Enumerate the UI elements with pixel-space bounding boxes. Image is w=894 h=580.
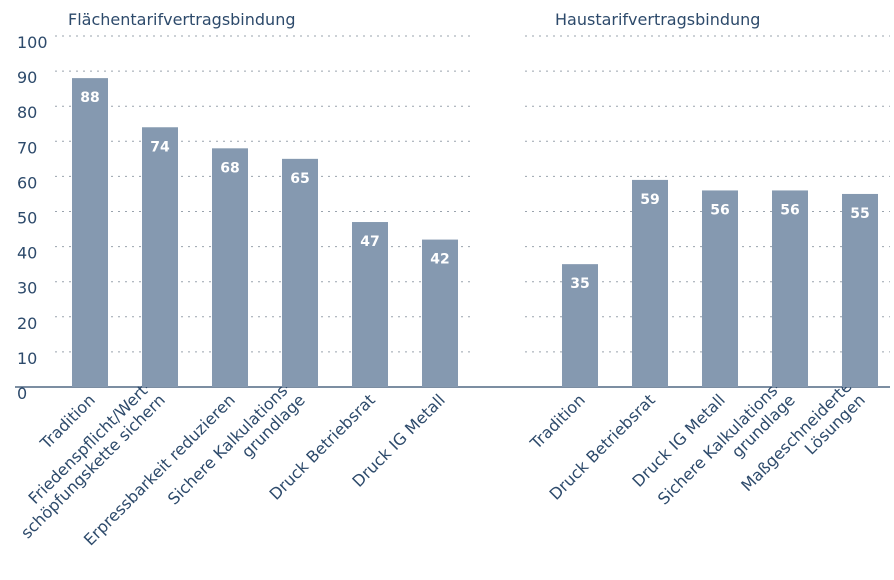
bar	[352, 222, 388, 387]
bar	[702, 190, 738, 387]
value-label: 65	[290, 171, 309, 187]
value-label: 56	[780, 202, 799, 218]
y-tick-label: 20	[17, 314, 37, 333]
bar	[72, 78, 108, 388]
bar	[632, 179, 668, 387]
bar	[142, 127, 178, 387]
y-tick-label: 50	[17, 209, 37, 228]
y-tick-label: 40	[17, 244, 37, 263]
y-tick-label: 10	[17, 349, 37, 368]
value-label: 56	[710, 202, 729, 218]
bar	[282, 158, 318, 387]
value-label: 68	[220, 160, 239, 176]
x-tick-label: Tradition	[526, 390, 589, 453]
value-label: 35	[570, 276, 589, 292]
y-tick-label: 30	[17, 279, 37, 298]
value-label: 47	[360, 234, 379, 250]
bar	[212, 148, 248, 387]
y-tick-label: 0	[17, 384, 27, 403]
value-label: 88	[80, 90, 99, 106]
bar	[772, 190, 808, 387]
y-tick-label: 70	[17, 138, 37, 157]
bar	[842, 193, 878, 387]
value-label: 59	[640, 192, 659, 208]
chart-title: Flächentarifvertragsbindung	[68, 10, 295, 29]
chart-title: Haustarifvertragsbindung	[555, 10, 760, 29]
y-tick-label: 100	[17, 33, 48, 52]
y-tick-label: 60	[17, 173, 37, 192]
bar	[422, 239, 458, 387]
value-label: 42	[430, 252, 449, 268]
y-tick-label: 90	[17, 68, 37, 87]
y-tick-label: 80	[17, 103, 37, 122]
value-label: 55	[850, 206, 869, 222]
bar	[562, 264, 598, 387]
value-label: 74	[150, 139, 170, 155]
